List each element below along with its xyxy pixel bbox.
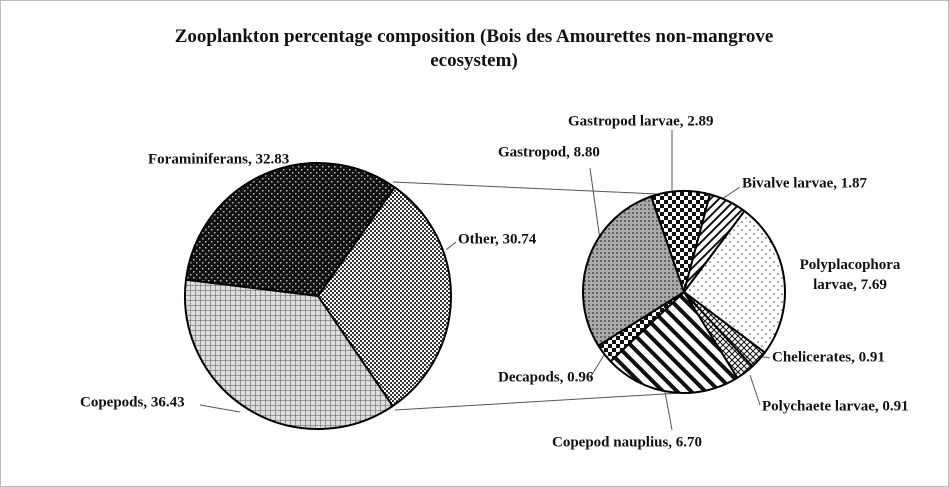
data-label: Bivalve larvae, 1.87: [742, 175, 867, 191]
data-label: Copepod nauplius, 6.70: [552, 434, 702, 450]
data-label: Other, 30.74: [458, 231, 537, 247]
data-label: Decapods, 0.96: [498, 369, 594, 385]
data-label: Foraminiferans, 32.83: [148, 151, 289, 167]
wedge: [609, 290, 739, 394]
connectors: [199, 130, 771, 431]
wedge: [316, 185, 452, 408]
data-label: Chelicerates, 0.91: [772, 349, 885, 365]
wedge: [184, 162, 397, 298]
data-label: Polyplacophora larvae, 7.69: [800, 257, 901, 293]
data-label: Gastropod, 8.80: [498, 144, 600, 160]
wedge: [582, 195, 686, 348]
data-label: Gastropod larvae, 2.89: [568, 113, 714, 129]
wedge: [184, 278, 395, 430]
data-label: Polychaete larvae, 0.91: [762, 398, 909, 414]
wedge: [682, 209, 786, 354]
data-label: Copepods, 36.43: [80, 394, 185, 410]
chart-title: Zooplankton percentage composition (Bois…: [175, 26, 774, 71]
